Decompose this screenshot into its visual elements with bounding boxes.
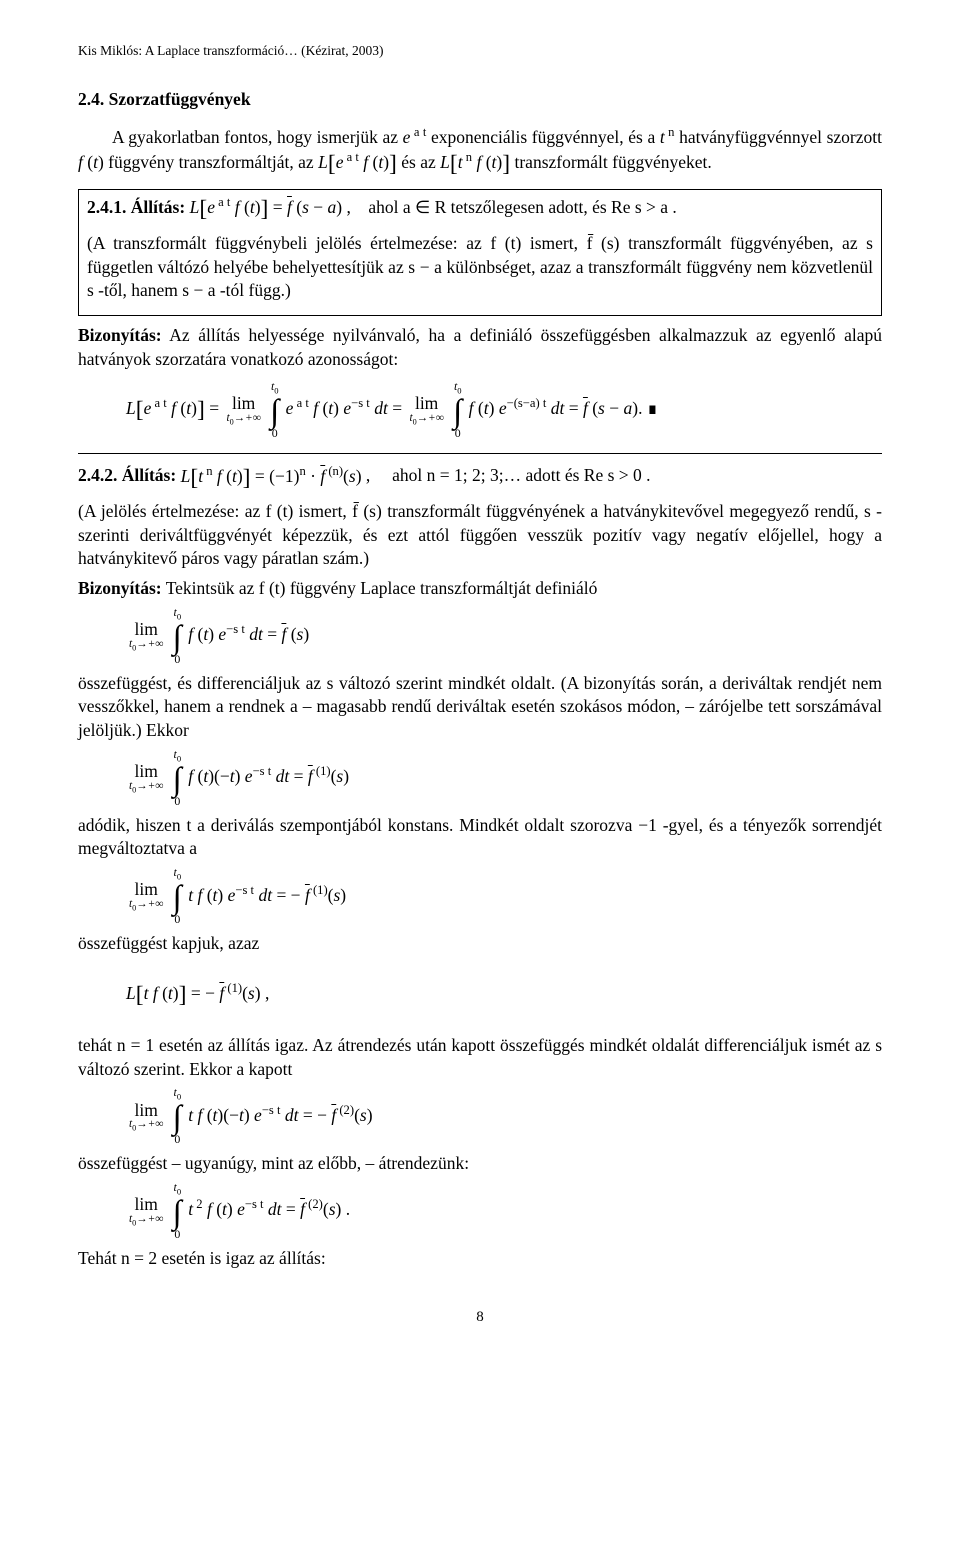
proof-2-4-2-e: tehát n = 1 esetén az állítás igaz. Az á… — [78, 1034, 882, 1081]
intro-text-4: függvény transzformáltját, az — [108, 152, 318, 172]
theorem-2-4-1-box: 2.4.1. Állítás: L[e a t f (t)] = f (s − … — [78, 189, 882, 316]
expr-L-tn-ft: L[t n f (t)] — [440, 152, 510, 172]
theorem-2-4-2-explain: (A jelölés értelmezése: az f (t) ismert,… — [78, 500, 882, 571]
theorem-2-4-1-cond: ahol a ∈ R tetszőlegesen adott, és Re s … — [368, 197, 676, 217]
equation-def-integral: limt0→+∞ t0∫0 f (t) e−s t dt = f (s) — [126, 607, 882, 666]
equation-deriv2: limt0→+∞ t0∫0 t f (t)(−t) e−s t dt = − f… — [126, 1087, 882, 1146]
theorem-2-4-1-statement: 2.4.1. Állítás: L[e a t f (t)] = f (s − … — [87, 194, 873, 226]
theorem-2-4-1-explain: (A transzformált függvénybeli jelölés ér… — [87, 232, 873, 303]
intro-text-1: A gyakorlatban fontos, hogy ismerjük az — [112, 127, 403, 147]
separator-line — [78, 453, 882, 454]
equation-deriv1-rearranged: limt0→+∞ t0∫0 t f (t) e−s t dt = − f (1)… — [126, 867, 882, 926]
equation-L-tft: L[t f (t)] = − f (1)(s) , — [126, 962, 882, 1028]
page-number: 8 — [78, 1307, 882, 1327]
proof-2-4-2-b: összefüggést, és differenciáljuk az s vá… — [78, 672, 882, 743]
equation-deriv1: limt0→+∞ t0∫0 f (t)(−t) e−s t dt = f (1)… — [126, 749, 882, 808]
proof-label-2: Bizonyítás: — [78, 578, 162, 598]
theorem-2-4-2-eq: L[t n f (t)] = (−1)n · f (n)(s) — [181, 466, 366, 486]
expr-t-n: t n — [660, 127, 675, 147]
theorem-2-4-2-label: 2.4.2. Állítás: — [78, 466, 176, 486]
equation-deriv2-rearranged: limt0→+∞ t0∫0 t 2 f (t) e−s t dt = f (2)… — [126, 1182, 882, 1241]
intro-text-5: és az — [401, 152, 440, 172]
proof-2-4-2-d: összefüggést kapjuk, azaz — [78, 932, 882, 956]
intro-text-6: transzformált függvényeket. — [514, 152, 711, 172]
theorem-2-4-2-statement: 2.4.2. Állítás: L[t n f (t)] = (−1)n · f… — [78, 462, 882, 494]
theorem-2-4-2-cond: ahol n = 1; 2; 3;… adott és Re s > 0 . — [392, 466, 650, 486]
theorem-2-4-1-label: 2.4.1. Állítás: — [87, 197, 185, 217]
running-head: Kis Miklós: A Laplace transzformáció… (K… — [78, 42, 882, 60]
proof-2-4-2-a: Bizonyítás: Tekintsük az f (t) függvény … — [78, 577, 882, 601]
proof-2-4-2-g: Tehát n = 2 esetén is igaz az állítás: — [78, 1247, 882, 1271]
theorem-2-4-1-eq: L[e a t f (t)] = f (s − a) — [190, 197, 347, 217]
section-heading: Szorzatfüggvények — [109, 89, 251, 109]
proof-2-4-1-text: Bizonyítás: Az állítás helyessége nyilvá… — [78, 324, 882, 371]
intro-text-3: hatványfüggvénnyel szorzott — [679, 127, 882, 147]
expr-L-eat-ft: L[e a t f (t)] — [318, 152, 397, 172]
expr-ft: f (t) — [78, 152, 104, 172]
proof-2-4-1-body: Az állítás helyessége nyilvánvaló, ha a … — [78, 325, 882, 369]
intro-text-2: exponenciális függvénnyel, és a — [431, 127, 660, 147]
proof-2-4-2-c: adódik, hiszen t a deriválás szempontjáb… — [78, 814, 882, 861]
section-number: 2.4. — [78, 89, 104, 109]
section-title: 2.4. Szorzatfüggvények — [78, 88, 882, 112]
proof-2-4-1-equation: L[e a t f (t)] = limt0→+∞ t0∫0 e a t f (… — [126, 377, 882, 443]
proof-2-4-2-f: összefüggést – ugyanúgy, mint az előbb, … — [78, 1152, 882, 1176]
expr-e-at: e a t — [403, 127, 427, 147]
proof-label-1: Bizonyítás: — [78, 325, 162, 345]
proof-2-4-2-a-text: Tekintsük az f (t) függvény Laplace tran… — [166, 578, 598, 598]
intro-paragraph: A gyakorlatban fontos, hogy ismerjük az … — [78, 124, 882, 181]
